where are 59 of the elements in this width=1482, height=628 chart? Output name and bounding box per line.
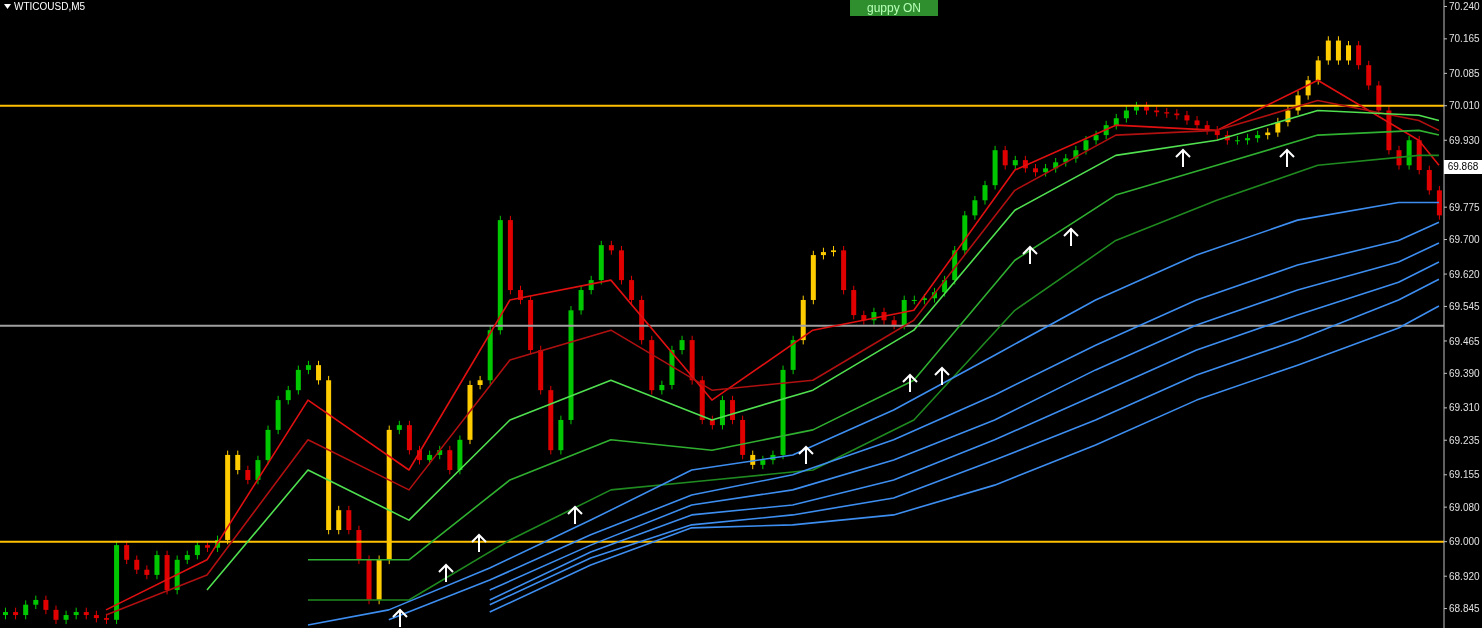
y-tick-label: 69.930 bbox=[1449, 134, 1481, 146]
y-tick-label: 68.920 bbox=[1449, 570, 1481, 582]
candlestick bbox=[730, 395, 736, 425]
candlestick bbox=[245, 465, 251, 485]
y-tick-label: 70.240 bbox=[1449, 1, 1481, 13]
candlestick bbox=[891, 315, 897, 330]
annotation: 69.868 bbox=[1444, 160, 1482, 175]
candlestick bbox=[1083, 135, 1089, 156]
candlestick bbox=[316, 360, 322, 386]
candlestick bbox=[53, 605, 59, 625]
y-tick-label: 69.155 bbox=[1449, 469, 1481, 481]
candlestick bbox=[63, 610, 69, 625]
candlestick bbox=[235, 450, 241, 475]
candlestick bbox=[578, 285, 584, 316]
candlestick bbox=[972, 195, 978, 221]
candlestick bbox=[285, 385, 291, 405]
candlestick bbox=[43, 595, 49, 615]
y-tick-label: 69.235 bbox=[1449, 434, 1481, 446]
candlestick bbox=[1366, 60, 1372, 91]
y-tick-label: 69.000 bbox=[1449, 536, 1481, 548]
candlestick bbox=[1356, 40, 1362, 70]
annotation: guppy ON bbox=[850, 0, 938, 16]
candlestick bbox=[144, 564, 150, 580]
candlestick bbox=[1184, 110, 1190, 126]
candlestick bbox=[1426, 165, 1432, 196]
candlestick bbox=[1002, 145, 1008, 171]
y-tick-label: 69.700 bbox=[1449, 234, 1481, 246]
candlestick bbox=[447, 445, 453, 475]
candlestick bbox=[679, 335, 685, 355]
candlestick bbox=[477, 375, 483, 390]
candlestick bbox=[23, 599, 29, 620]
candlestick bbox=[1346, 40, 1352, 66]
candlestick bbox=[295, 365, 301, 395]
candlestick bbox=[154, 550, 160, 580]
candlestick bbox=[336, 505, 342, 535]
y-tick-label: 70.085 bbox=[1449, 67, 1481, 79]
y-tick-label: 69.310 bbox=[1449, 402, 1481, 414]
candlestick bbox=[134, 554, 140, 575]
candlestick bbox=[1275, 117, 1281, 138]
y-tick-label: 69.390 bbox=[1449, 367, 1481, 379]
candlestick bbox=[346, 505, 352, 535]
y-tick-label: 70.165 bbox=[1449, 33, 1481, 45]
candlestick bbox=[1093, 130, 1099, 146]
candlestick bbox=[1335, 35, 1341, 66]
candlestick bbox=[1325, 35, 1331, 66]
candlestick bbox=[629, 275, 635, 305]
chart-title: WTICOUSD,M5 bbox=[14, 1, 86, 12]
candlestick bbox=[1194, 115, 1200, 130]
y-tick-label: 70.010 bbox=[1449, 100, 1481, 112]
y-tick-label: 68.845 bbox=[1449, 603, 1481, 615]
candlestick bbox=[255, 455, 261, 485]
candlestick bbox=[982, 180, 988, 206]
candlestick bbox=[1315, 55, 1321, 86]
y-tick-label: 69.545 bbox=[1449, 301, 1481, 312]
candlestick bbox=[659, 380, 665, 395]
y-tick-label: 69.620 bbox=[1449, 268, 1481, 280]
y-tick-label: 69.080 bbox=[1449, 501, 1481, 513]
y-tick-label: 69.465 bbox=[1449, 335, 1481, 347]
y-tick-label: 69.775 bbox=[1449, 201, 1481, 213]
